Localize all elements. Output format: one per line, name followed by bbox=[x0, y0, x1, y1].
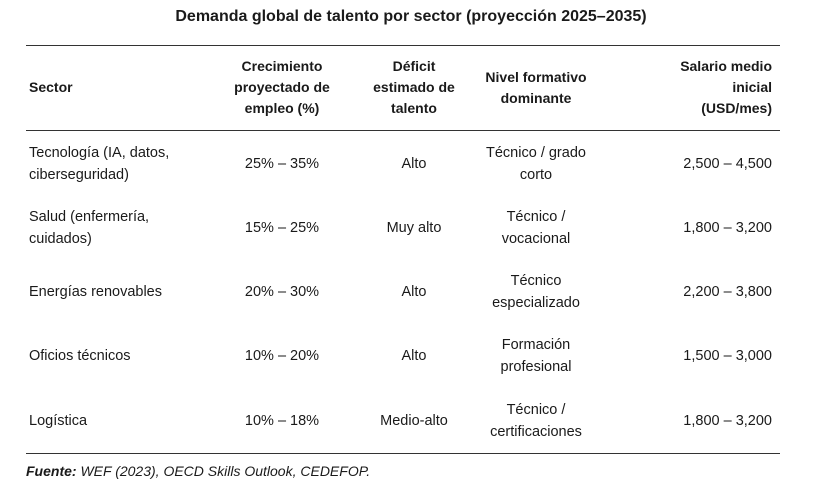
cell-deficit: Alto bbox=[401, 156, 427, 172]
table-bottom-rule bbox=[26, 453, 780, 454]
cell-growth: 15% – 25% bbox=[244, 220, 320, 236]
cell-sector: Salud (enfermería, cuidados) bbox=[29, 209, 150, 247]
header-deficit: Déficit estimado de talento bbox=[373, 58, 455, 116]
cell-sector: Oficios técnicos bbox=[29, 348, 131, 364]
header-growth: Crecimiento proyectado de empleo (%) bbox=[234, 58, 330, 116]
table-title: Demanda global de talento por sector (pr… bbox=[175, 8, 647, 25]
header-education: Nivel formativo dominante bbox=[485, 68, 587, 106]
cell-salary: 2,500 – 4,500 bbox=[683, 156, 772, 172]
cell-salary: 1,800 – 3,200 bbox=[683, 220, 772, 236]
cell-deficit: Medio-alto bbox=[380, 413, 448, 429]
table-top-rule bbox=[26, 45, 780, 46]
cell-deficit: Muy alto bbox=[386, 220, 442, 236]
cell-salary: 1,500 – 3,000 bbox=[683, 348, 772, 364]
cell-education: Técnico / certificaciones bbox=[490, 402, 582, 440]
cell-deficit: Alto bbox=[401, 284, 427, 300]
source-note: Fuente: WEF (2023), OECD Skills Outlook,… bbox=[26, 461, 370, 481]
table-header-rule bbox=[26, 130, 780, 131]
cell-sector: Tecnología (IA, datos, ciberseguridad) bbox=[29, 145, 170, 183]
table-header: Sector Crecimiento proyectado de empleo … bbox=[26, 47, 780, 128]
cell-education: Técnico / vocacional bbox=[501, 209, 571, 247]
cell-deficit: Alto bbox=[401, 348, 427, 364]
cell-education: Formación profesional bbox=[500, 337, 572, 375]
cell-growth: 25% – 35% bbox=[244, 156, 320, 172]
cell-growth: 10% – 20% bbox=[244, 348, 320, 364]
cell-sector: Logística bbox=[29, 413, 88, 429]
source-text: WEF (2023), OECD Skills Outlook, CEDEFOP… bbox=[76, 463, 371, 479]
cell-salary: 1,800 – 3,200 bbox=[683, 413, 772, 429]
cell-sector: Energías renovables bbox=[29, 284, 162, 300]
header-sector: Sector bbox=[29, 79, 73, 95]
header-salary: Salario medio inicial (USD/mes) bbox=[680, 58, 772, 116]
table-row: Salud (enfermería, cuidados) 15% – 25% M… bbox=[26, 196, 780, 260]
cell-salary: 2,200 – 3,800 bbox=[683, 284, 772, 300]
cell-growth: 10% – 18% bbox=[244, 413, 320, 429]
table-row: Energías renovables 20% – 30% Alto Técni… bbox=[26, 260, 780, 324]
cell-education: Técnico / grado corto bbox=[486, 145, 586, 183]
cell-growth: 20% – 30% bbox=[244, 284, 320, 300]
table-row: Logística 10% – 18% Medio-alto Técnico /… bbox=[26, 389, 780, 453]
cell-education: Técnico especializado bbox=[492, 273, 580, 311]
source-label: Fuente: bbox=[26, 463, 77, 479]
table-row: Oficios técnicos 10% – 20% Alto Formació… bbox=[26, 324, 780, 388]
table-row: Tecnología (IA, datos, ciberseguridad) 2… bbox=[26, 132, 780, 196]
